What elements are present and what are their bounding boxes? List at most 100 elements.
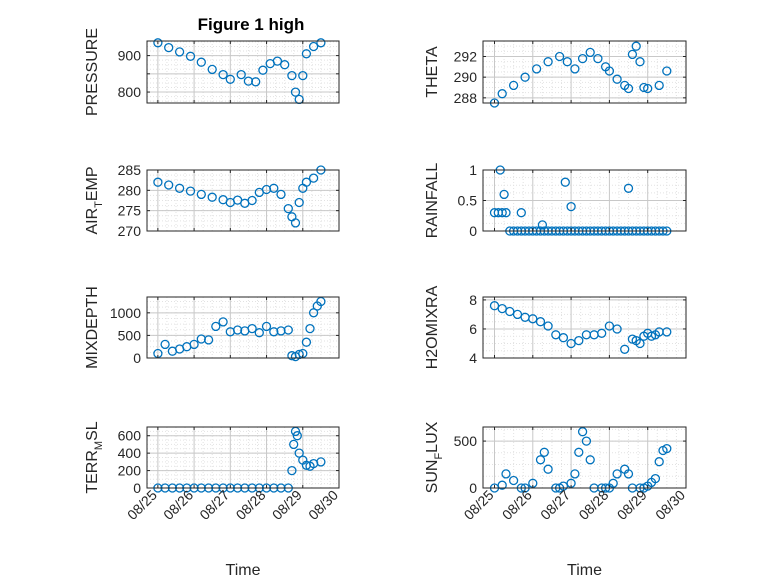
axes-box	[482, 296, 687, 359]
data-point	[269, 327, 279, 337]
data-point	[185, 186, 196, 196]
data-point	[160, 339, 170, 350]
data-point	[269, 183, 279, 193]
data-point	[254, 328, 264, 338]
data-point	[539, 447, 549, 457]
subplot-air_temp: 270 275 280 285 AIRTEMP	[84, 162, 340, 239]
x-tick-label: 08/25	[461, 487, 497, 523]
data-point	[662, 327, 672, 337]
subplot-mixdepth: 0 500 1000 MIXDEPTH	[84, 286, 340, 369]
y-tick-label: 0	[133, 480, 141, 496]
data-point	[196, 189, 206, 200]
data-point	[654, 457, 664, 467]
x-tick-label: 08/25	[124, 487, 160, 523]
data-point	[635, 338, 645, 349]
data-point	[662, 443, 672, 454]
data-point	[207, 192, 217, 202]
data-point	[597, 328, 607, 338]
data-point	[650, 473, 661, 484]
y-tick-label: 1000	[110, 305, 141, 321]
data-point	[593, 53, 603, 64]
data-point	[631, 41, 641, 51]
data-point	[612, 74, 622, 84]
y-tick-label: 0	[133, 350, 141, 366]
data-point	[218, 69, 228, 80]
y-tick-label: 0	[469, 223, 477, 239]
y-tick-label: 280	[118, 182, 142, 198]
data-point	[236, 69, 246, 80]
data-point	[316, 38, 326, 48]
data-point	[570, 64, 580, 74]
data-point	[581, 330, 592, 340]
data-point	[289, 439, 299, 450]
data-point	[566, 338, 576, 349]
data-point	[508, 475, 519, 486]
data-point	[623, 83, 634, 94]
data-point	[501, 208, 511, 218]
data-point	[531, 64, 542, 74]
data-point	[174, 183, 185, 193]
data-point	[290, 218, 301, 228]
data-point	[497, 303, 507, 314]
data-point	[654, 80, 664, 91]
y-tick-label: 290	[454, 69, 478, 85]
data-point	[316, 457, 326, 467]
y-axis-label: RAINFALL	[424, 163, 441, 239]
y-tick-label: 285	[118, 162, 142, 178]
data-point	[294, 197, 304, 208]
data-point	[620, 344, 630, 354]
y-tick-label: 0	[469, 480, 477, 496]
data-point	[558, 333, 569, 343]
y-tick-label: 288	[454, 90, 478, 106]
data-point	[225, 74, 235, 84]
data-point	[589, 330, 599, 340]
data-point	[283, 325, 293, 335]
x-tick-label: 08/27	[537, 487, 573, 523]
data-point	[551, 330, 561, 340]
data-point	[639, 82, 649, 93]
data-point	[261, 321, 272, 332]
data-point	[174, 47, 185, 57]
y-tick-label: 400	[118, 445, 142, 461]
data-point	[207, 64, 217, 75]
data-point	[627, 49, 638, 60]
y-tick-label: 0.5	[458, 193, 478, 209]
data-point	[308, 173, 319, 183]
data-point	[501, 469, 511, 479]
data-point	[247, 195, 257, 206]
subplot-pressure: 800 900 PRESSURE	[84, 28, 340, 116]
data-point	[604, 321, 615, 331]
data-point	[272, 56, 283, 66]
subplot-theta: 288 290 292 THETA	[424, 40, 687, 108]
y-axis-label: PRESSURE	[84, 28, 101, 116]
data-point	[292, 431, 302, 441]
y-axis-label: H2OMIXRA	[424, 285, 441, 369]
data-point	[623, 183, 634, 193]
y-tick-label: 275	[118, 203, 142, 219]
axes-box	[146, 426, 340, 489]
data-point	[608, 478, 618, 488]
x-axis-label: Time	[226, 562, 261, 579]
data-point	[497, 208, 507, 218]
y-tick-label: 800	[118, 84, 142, 100]
data-point	[189, 339, 199, 350]
data-point	[251, 77, 261, 87]
y-tick-label: 600	[118, 428, 142, 444]
data-point	[543, 321, 553, 331]
y-tick-label: 8	[469, 292, 477, 308]
data-point	[218, 317, 228, 327]
figure-title: Figure 1 high	[198, 15, 305, 34]
data-point	[505, 306, 515, 317]
data-point	[528, 314, 538, 324]
data-point	[290, 87, 301, 97]
data-point	[232, 325, 243, 335]
data-point	[497, 480, 507, 490]
data-point	[512, 309, 523, 320]
y-tick-label: 6	[469, 321, 477, 337]
data-point	[499, 189, 509, 200]
data-point	[508, 80, 519, 91]
data-point	[489, 301, 500, 311]
y-tick-label: 270	[118, 223, 142, 239]
y-axis-label: THETA	[424, 46, 441, 98]
data-point	[543, 57, 553, 67]
